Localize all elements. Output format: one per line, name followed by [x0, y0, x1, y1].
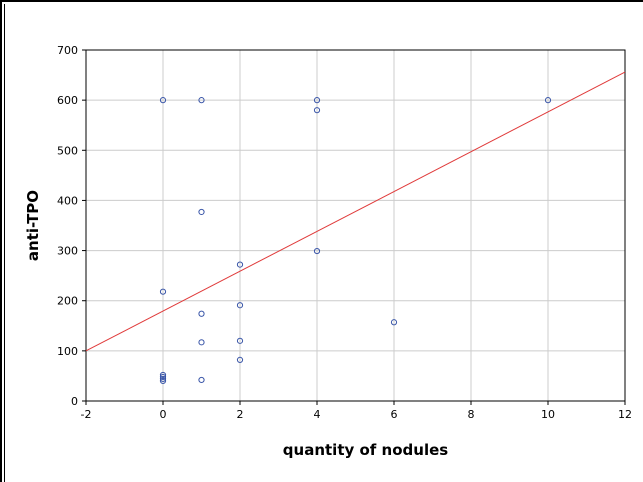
data-point	[198, 376, 205, 384]
data-point	[544, 97, 552, 104]
x-tick-label: 0	[160, 408, 167, 421]
data-point	[236, 261, 244, 268]
x-tick-label: -2	[81, 408, 92, 421]
y-tick-label: 200	[57, 295, 78, 308]
data-point	[159, 371, 167, 379]
y-tick-label: 400	[57, 194, 78, 207]
frame-inner-border	[4, 4, 10, 482]
points-layer	[159, 97, 552, 385]
y-tick-label: 0	[71, 395, 78, 408]
data-point	[313, 247, 321, 255]
data-point	[313, 107, 321, 114]
data-point	[159, 288, 167, 295]
y-tick-label: 300	[57, 245, 78, 258]
data-point	[236, 356, 244, 363]
data-point	[198, 339, 205, 346]
y-tick-label: 500	[57, 144, 78, 157]
x-tick-label: 8	[468, 408, 475, 421]
data-point	[236, 302, 244, 309]
x-tick-label: 10	[541, 408, 555, 421]
grid-layer	[86, 50, 625, 401]
y-tick-label: 700	[57, 44, 78, 57]
data-point	[313, 97, 321, 104]
data-point	[198, 310, 205, 317]
data-point	[236, 337, 244, 344]
data-point	[198, 97, 205, 104]
regression-line	[85, 71, 626, 352]
x-tick-label: 6	[391, 408, 398, 421]
fit-layer	[85, 71, 626, 352]
y-tick-label: 100	[57, 345, 78, 358]
data-point	[159, 375, 167, 383]
y-axis-title: anti-TPO	[24, 190, 42, 261]
x-axis-title: quantity of nodules	[283, 441, 448, 459]
data-point	[390, 319, 398, 326]
x-tick-label: 12	[618, 408, 632, 421]
plot-area	[85, 49, 626, 402]
y-tick-label: 600	[57, 94, 78, 107]
x-tick-label: 4	[314, 408, 321, 421]
data-point	[198, 208, 205, 216]
data-point	[159, 377, 167, 385]
x-tick-label: 2	[237, 408, 244, 421]
data-point	[159, 373, 167, 381]
data-point	[159, 97, 167, 104]
